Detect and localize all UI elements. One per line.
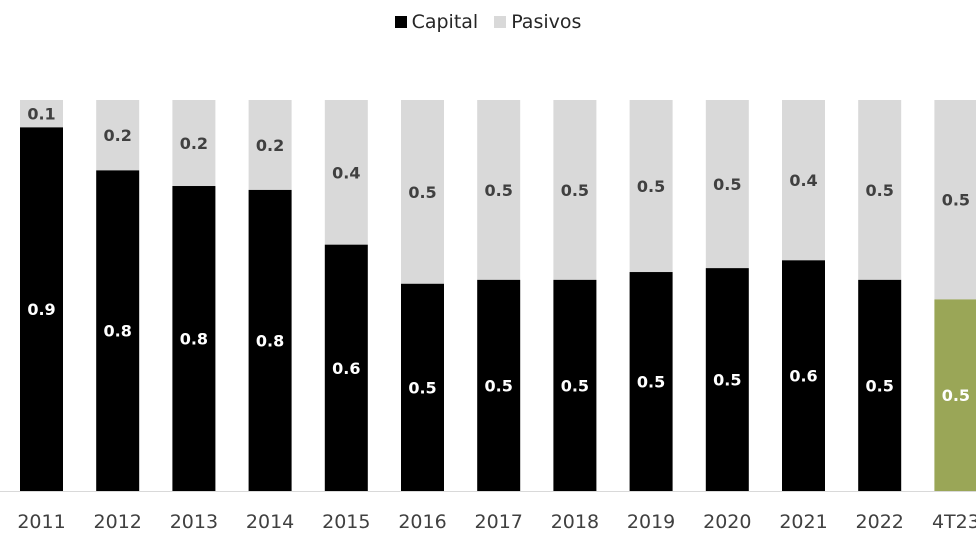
legend-item-pasivos: Pasivos	[494, 11, 581, 33]
x-tick-2018: 2018	[551, 511, 599, 533]
x-tick-2013: 2013	[170, 511, 218, 533]
label-pasivos-2019: 0.5	[637, 177, 665, 196]
bar-capital-2022	[858, 279, 902, 491]
bar-capital-4T23	[934, 299, 976, 491]
legend-label-pasivos: Pasivos	[511, 11, 582, 33]
x-tick-2022: 2022	[856, 511, 904, 533]
label-pasivos-2022: 0.5	[866, 181, 894, 200]
x-tick-2016: 2016	[398, 511, 446, 533]
label-pasivos-4T23: 0.5	[942, 191, 970, 210]
bar-capital-2020	[705, 268, 749, 491]
bar-pasivos-2017	[477, 100, 521, 280]
legend-item-capital: Capital	[394, 11, 479, 33]
label-capital-2015: 0.6	[332, 359, 360, 378]
bar-pasivos-2011	[20, 100, 63, 128]
label-pasivos-2012: 0.2	[104, 126, 132, 145]
bar-pasivos-4T23	[934, 100, 976, 300]
bar-pasivos-2018	[553, 100, 597, 280]
label-capital-2016: 0.5	[408, 378, 436, 397]
label-pasivos-2014: 0.2	[256, 136, 284, 155]
bar-pasivos-2020	[705, 100, 749, 269]
label-pasivos-2013: 0.2	[180, 134, 208, 153]
bar-pasivos-2015	[324, 100, 368, 245]
bar-capital-2016	[401, 283, 444, 491]
x-tick-2017: 2017	[475, 511, 523, 533]
bar-pasivos-2021	[782, 100, 825, 261]
x-tick-2012: 2012	[94, 511, 142, 533]
bar-capital-2015	[324, 244, 368, 491]
bar-pasivos-2016	[401, 100, 444, 284]
label-capital-2022: 0.5	[866, 376, 894, 395]
bar-pasivos-2012	[96, 100, 140, 171]
label-pasivos-2016: 0.5	[408, 183, 436, 202]
x-tick-4T23: 4T23	[932, 511, 976, 533]
label-capital-2020: 0.5	[713, 371, 741, 390]
x-tick-2011: 2011	[17, 511, 65, 533]
x-tick-2014: 2014	[246, 511, 294, 533]
x-tick-2015: 2015	[322, 511, 370, 533]
legend-swatch-capital	[394, 16, 407, 28]
label-pasivos-2011: 0.1	[27, 105, 55, 124]
label-capital-4T23: 0.5	[942, 386, 970, 405]
x-tick-2020: 2020	[703, 511, 751, 533]
x-tick-2021: 2021	[779, 511, 827, 533]
bar-capital-2013	[172, 186, 216, 491]
label-pasivos-2015: 0.4	[332, 163, 360, 182]
bar-capital-2011	[20, 127, 63, 492]
bar-capital-2012	[96, 170, 140, 491]
label-pasivos-2021: 0.4	[789, 171, 817, 190]
label-capital-2018: 0.5	[561, 376, 589, 395]
label-capital-2014: 0.8	[256, 331, 284, 350]
label-capital-2012: 0.8	[104, 322, 132, 341]
label-pasivos-2018: 0.5	[561, 181, 589, 200]
chart-legend: Capital Pasivos	[0, 6, 976, 38]
label-pasivos-2020: 0.5	[713, 175, 741, 194]
label-capital-2017: 0.5	[485, 376, 513, 395]
bar-pasivos-2022	[858, 100, 902, 280]
label-capital-2021: 0.6	[789, 367, 817, 386]
bar-pasivos-2019	[629, 100, 673, 273]
bar-capital-2019	[629, 272, 673, 491]
x-tick-2019: 2019	[627, 511, 675, 533]
label-capital-2013: 0.8	[180, 330, 208, 349]
legend-swatch-pasivos	[494, 16, 507, 28]
label-capital-2011: 0.9	[27, 300, 55, 319]
bar-capital-2021	[782, 260, 825, 491]
bar-pasivos-2014	[248, 100, 292, 190]
label-pasivos-2017: 0.5	[485, 181, 513, 200]
bar-capital-2014	[248, 189, 292, 491]
bar-capital-2018	[553, 279, 597, 491]
bar-pasivos-2013	[172, 100, 216, 187]
legend-label-capital: Capital	[411, 11, 479, 33]
label-capital-2019: 0.5	[637, 373, 665, 392]
bar-capital-2017	[477, 279, 521, 491]
